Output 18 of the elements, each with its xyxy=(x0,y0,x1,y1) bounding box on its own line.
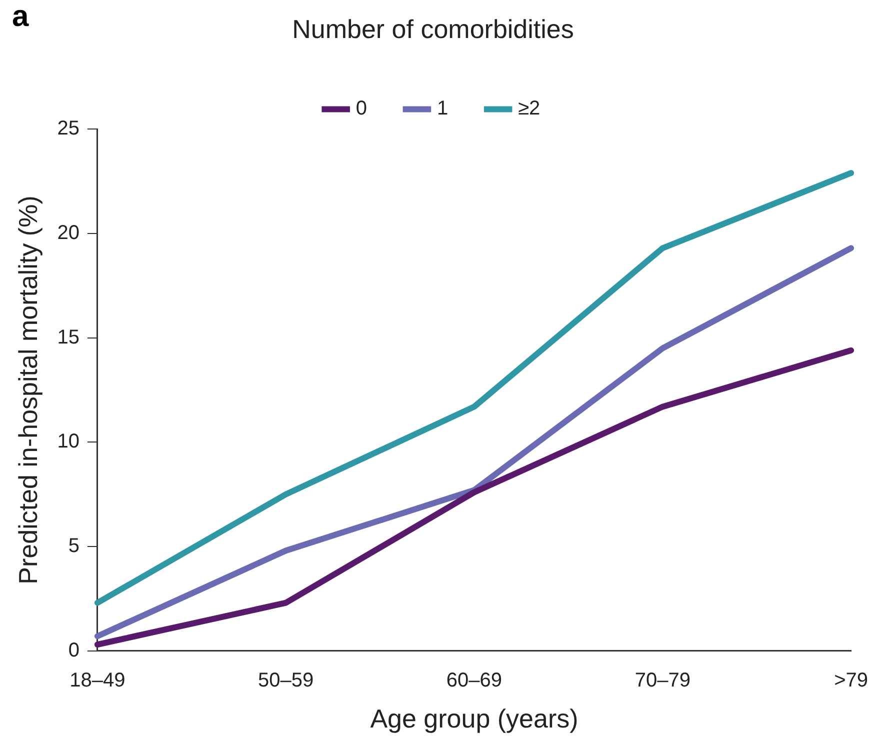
x-axis-title: Age group (years) xyxy=(370,704,578,734)
legend-title: Number of comorbidities xyxy=(292,14,574,44)
legend-label: 1 xyxy=(436,98,448,120)
x-tick-label: 18–49 xyxy=(70,669,126,692)
x-tick-label: 70–79 xyxy=(634,669,690,692)
y-tick-label: 10 xyxy=(57,430,80,453)
x-tick-label: 60–69 xyxy=(446,669,502,692)
x-tick-label: >79 xyxy=(834,669,868,692)
text: a xyxy=(12,0,29,33)
y-tick-label: 5 xyxy=(68,534,80,557)
y-tick-label: 15 xyxy=(57,326,80,348)
legend-label: ≥2 xyxy=(518,98,540,120)
y-tick-label: 0 xyxy=(68,639,80,662)
y-tick-label: 25 xyxy=(57,118,80,140)
y-tick-label: 20 xyxy=(57,222,80,244)
x-tick-label: 50–59 xyxy=(258,669,314,692)
legend-label: 0 xyxy=(356,98,367,120)
y-axis-title: Predicted in-hospital mortality (%) xyxy=(12,196,43,584)
